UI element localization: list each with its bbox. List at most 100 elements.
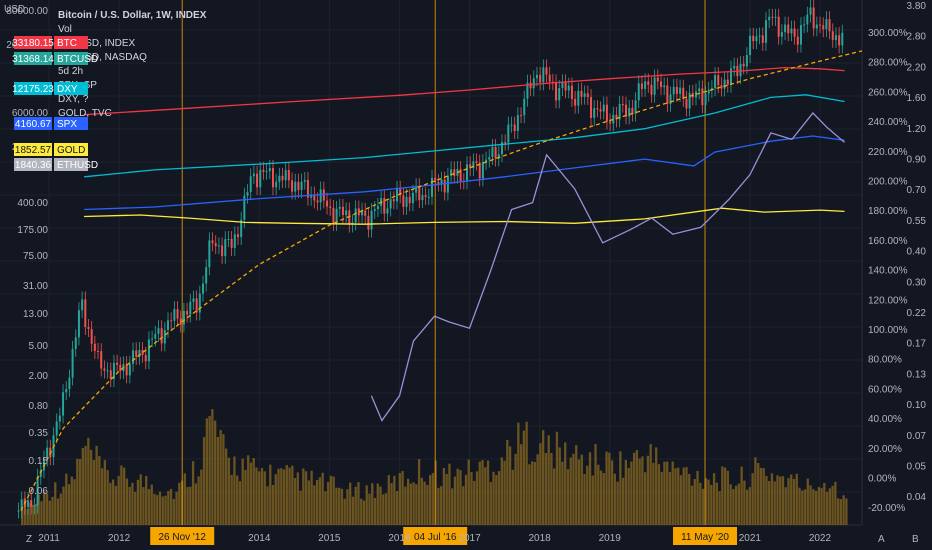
candle-body [65, 389, 68, 393]
candle-body [739, 63, 742, 77]
series-lines [17, 0, 863, 519]
candle-body [841, 32, 844, 46]
candle-body [688, 92, 691, 109]
volume-bar [222, 434, 225, 525]
volume-bar [591, 475, 594, 525]
volume-bar [558, 447, 561, 525]
candle-body [707, 89, 710, 94]
volume-bar [142, 487, 145, 525]
candle-body [421, 195, 424, 201]
price-tag-box [14, 82, 52, 95]
volume-bar [679, 475, 683, 525]
volume-bar [773, 481, 776, 525]
series-line-gold [84, 207, 845, 225]
volume-bar [506, 439, 509, 525]
volume-bar [478, 461, 481, 525]
candle-body [132, 350, 135, 364]
volume-bar [522, 430, 526, 525]
volume-bar [390, 483, 393, 525]
volume-bar [809, 485, 812, 525]
zoom-icon[interactable]: Z [26, 534, 32, 545]
left-axis-tick: 5.00 [29, 341, 49, 352]
candle-body [214, 243, 217, 247]
candle-body [176, 309, 179, 319]
time-axis-tick: 2014 [248, 533, 271, 544]
candle-body [182, 311, 185, 325]
volume-bar [293, 478, 297, 525]
volume-bar [448, 463, 451, 525]
settings-icon[interactable]: B [912, 534, 919, 545]
volume-bar [40, 501, 43, 525]
time-axis[interactable]: 2011 2012 2014 2015 2016 2017 2018 2019 2021 2022 [38, 533, 831, 544]
volume-bar [271, 485, 275, 525]
candle-body [386, 208, 389, 214]
candle-body [173, 309, 176, 321]
candle-body [418, 186, 421, 201]
right-price-axis[interactable]: 3.80 2.80 2.20 1.60 1.20 0.90 0.70 0.55 0.40 0.30… [907, 1, 927, 503]
volume-bar [801, 490, 804, 525]
percent-axis[interactable]: 300.00% 280.00% 260.00% 240.00% 220.00% 200.0… [868, 28, 908, 514]
volume-bar [569, 457, 572, 525]
volume-bar [784, 487, 787, 525]
volume-bar [834, 481, 837, 525]
candle-body [446, 175, 449, 193]
volume-bar [191, 461, 195, 525]
price-tag-label-box [54, 82, 88, 95]
volume-bar [544, 453, 548, 525]
candle-body [609, 121, 612, 124]
candle-body [650, 84, 653, 95]
volume-bar [451, 488, 454, 525]
volume-bar [326, 481, 330, 525]
candle-body [284, 170, 287, 181]
volume-bar [205, 418, 209, 525]
candle-body [201, 283, 204, 294]
volume-bar [453, 476, 457, 525]
volume-bar [627, 467, 630, 525]
series-line-dxy [84, 94, 845, 178]
volume-bar [371, 483, 374, 525]
volume-bar [329, 475, 333, 525]
candle-body [345, 210, 348, 216]
volume-bar [156, 495, 159, 525]
candle-body [30, 500, 33, 507]
series-line-log-trend [20, 50, 863, 511]
auto-scale-icon[interactable]: A [878, 534, 885, 545]
candle-body [71, 348, 74, 378]
percent-axis-tick: 120.00% [868, 295, 908, 306]
candle-body [297, 181, 300, 191]
candle-body [485, 159, 488, 162]
candle-body [548, 74, 551, 82]
volume-bar [663, 461, 666, 525]
candle-body [631, 107, 634, 114]
volume-bar [315, 479, 319, 525]
candle-body [542, 67, 545, 83]
volume-bar [616, 481, 619, 525]
price-tag-value: 12175.23 [12, 84, 54, 95]
price-tag-label: SPX [57, 119, 77, 130]
candle-body [663, 85, 666, 88]
candle-body [224, 239, 227, 257]
candle-body [370, 210, 373, 230]
candle-body [103, 368, 106, 371]
candle-body [577, 90, 580, 106]
volume-bar [150, 484, 153, 525]
volume-bar [431, 473, 435, 525]
price-tag-label-box [54, 117, 88, 130]
price-tag-label-box [54, 143, 88, 156]
volume-bar [211, 409, 214, 525]
volume-bar [92, 459, 95, 525]
time-axis-tick: 2017 [458, 533, 481, 544]
volume-bar [655, 447, 658, 525]
candle-body [399, 188, 402, 196]
right-axis-tick: 0.70 [907, 185, 927, 196]
price-tag-label: GOLD [57, 145, 85, 156]
candle-body [593, 108, 596, 118]
volume-bar [65, 473, 68, 525]
percent-axis-tick: 260.00% [868, 87, 908, 98]
candle-body [106, 370, 109, 372]
volume-bar [194, 483, 197, 525]
price-tag-value: 31368.14 [12, 54, 54, 65]
candle-body [271, 168, 274, 188]
volume-bar [202, 437, 206, 525]
